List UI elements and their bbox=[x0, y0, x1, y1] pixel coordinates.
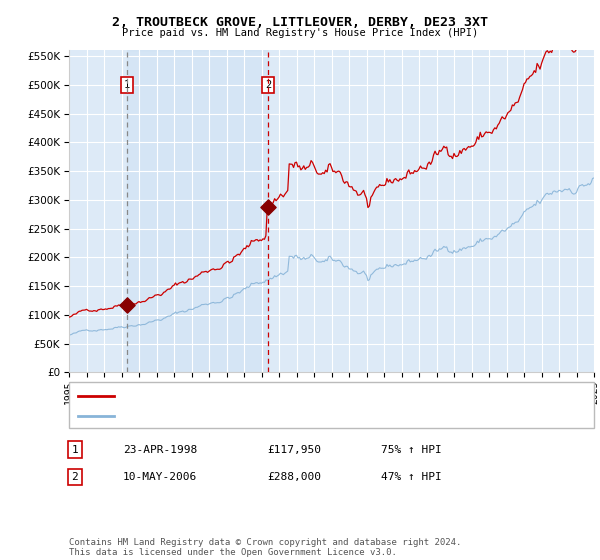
Bar bbox=[127, 50, 268, 372]
Text: 23-APR-1998: 23-APR-1998 bbox=[123, 445, 197, 455]
Text: Contains HM Land Registry data © Crown copyright and database right 2024.
This d: Contains HM Land Registry data © Crown c… bbox=[69, 538, 461, 557]
Text: 75% ↑ HPI: 75% ↑ HPI bbox=[381, 445, 442, 455]
Text: £288,000: £288,000 bbox=[267, 472, 321, 482]
Text: 1: 1 bbox=[124, 80, 130, 90]
Text: Price paid vs. HM Land Registry's House Price Index (HPI): Price paid vs. HM Land Registry's House … bbox=[122, 28, 478, 38]
Text: 2: 2 bbox=[71, 472, 79, 482]
Text: 1: 1 bbox=[71, 445, 79, 455]
Point bbox=[122, 300, 132, 309]
Text: 2: 2 bbox=[265, 80, 271, 90]
Text: HPI: Average price, detached house, City of Derby: HPI: Average price, detached house, City… bbox=[120, 410, 408, 421]
Point bbox=[263, 202, 273, 211]
Text: 2, TROUTBECK GROVE, LITTLEOVER, DERBY, DE23 3XT (detached house): 2, TROUTBECK GROVE, LITTLEOVER, DERBY, D… bbox=[120, 391, 496, 402]
Text: 2, TROUTBECK GROVE, LITTLEOVER, DERBY, DE23 3XT: 2, TROUTBECK GROVE, LITTLEOVER, DERBY, D… bbox=[112, 16, 488, 29]
Text: 47% ↑ HPI: 47% ↑ HPI bbox=[381, 472, 442, 482]
Text: £117,950: £117,950 bbox=[267, 445, 321, 455]
Text: 10-MAY-2006: 10-MAY-2006 bbox=[123, 472, 197, 482]
